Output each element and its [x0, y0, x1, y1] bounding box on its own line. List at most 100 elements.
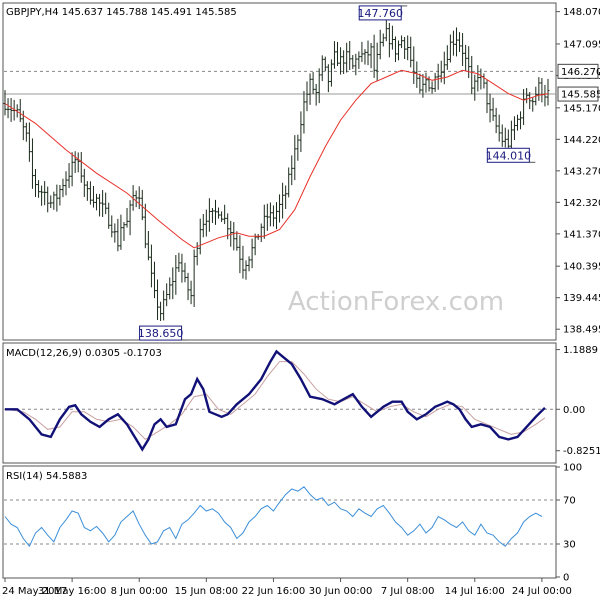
price-annotation: 138.650	[138, 325, 188, 341]
ohlc-bar	[250, 238, 254, 269]
ohlc-bar	[430, 81, 434, 94]
ohlc-bar	[543, 84, 547, 107]
price-reference-lines	[4, 70, 556, 95]
ohlc-bar	[98, 193, 102, 217]
ohlc-bar	[107, 202, 111, 229]
ohlc-bar	[229, 220, 233, 247]
annotation-box	[486, 147, 530, 163]
time-tick-label: 24 Jul 00:00	[512, 586, 572, 597]
ohlc-bar	[27, 122, 31, 162]
ohlc-bar	[6, 98, 10, 119]
ohlc-bar	[412, 46, 416, 84]
ohlc-bar	[378, 29, 382, 60]
ohlc-bar	[329, 59, 333, 87]
ohlc-bar	[58, 184, 62, 206]
macd-axis-ticks: 1.1889 0.00 -0.8251	[556, 345, 600, 457]
ohlc-bar	[201, 214, 205, 238]
time-tick-label: 30 Jun 00:00	[309, 586, 373, 597]
ohlc-bar	[488, 93, 492, 123]
ohlc-bar	[30, 138, 34, 189]
macd-header: MACD(12,26,9) 0.0305 -0.1703	[6, 348, 162, 359]
ohlc-bar	[146, 230, 150, 261]
ohlc-bar	[61, 178, 65, 198]
time-tick-label: 14 Jul 16:00	[445, 586, 505, 597]
ohlc-bar	[320, 55, 324, 82]
ohlc-bar	[235, 231, 239, 251]
ohlc-bar	[232, 222, 236, 251]
ohlc-bar	[241, 245, 245, 279]
ohlc-bar	[433, 72, 437, 92]
ohlc-bar	[110, 215, 114, 238]
rsi-tick-label: 100	[563, 463, 582, 474]
ohlc-bar	[418, 73, 422, 94]
price-tag: 146.270	[557, 63, 600, 79]
ohlc-bar	[287, 167, 291, 198]
ohlc-bar	[91, 185, 95, 208]
ohlc-bar	[165, 283, 169, 307]
ohlc-bar	[204, 209, 208, 237]
ohlc-bar	[522, 89, 526, 126]
ohlc-bar	[262, 204, 266, 239]
ohlc-bar	[345, 42, 349, 73]
ohlc-bar	[308, 73, 312, 105]
ohlc-bar	[381, 33, 385, 47]
ohlc-bar	[519, 111, 523, 130]
price-tick-label: 140.395	[563, 262, 600, 273]
ohlc-bar	[137, 186, 141, 210]
ohlc-bar	[537, 77, 541, 101]
ohlc-bar	[424, 72, 428, 93]
ohlc-bar	[363, 49, 367, 65]
ohlc-bar	[37, 180, 41, 198]
ohlc-bar	[494, 107, 498, 134]
macd-tick-label: 1.1889	[563, 345, 598, 356]
ohlc-bar	[217, 207, 221, 219]
ohlc-bar	[156, 279, 160, 320]
ohlc-bar	[177, 252, 181, 273]
ohlc-bar	[372, 34, 376, 78]
ohlc-bar	[125, 207, 129, 228]
ohlc-bar	[311, 72, 315, 95]
ohlc-bar	[284, 185, 288, 209]
ohlc-bar	[113, 223, 117, 243]
ohlc-bar	[540, 77, 544, 103]
price-annotations: 147.760 144.010 138.650	[138, 5, 536, 341]
ohlc-bar	[119, 214, 123, 250]
ohlc-bar	[76, 152, 80, 173]
ohlc-bar	[55, 184, 59, 212]
rsi-reference-lines	[4, 499, 556, 545]
ohlc-bar	[296, 134, 300, 161]
price-tick-label: 144.220	[563, 135, 600, 146]
ohlc-bar	[244, 260, 248, 280]
ohlc-bar	[299, 111, 303, 153]
rsi-line	[4, 486, 543, 548]
ohlc-bar	[528, 92, 532, 110]
ohlc-bar	[397, 40, 401, 61]
price-tick-label: 138.495	[563, 325, 600, 336]
price-bars	[3, 14, 550, 321]
rsi-header: RSI(14) 54.5883	[6, 471, 87, 482]
ohlc-bar	[485, 80, 489, 114]
ohlc-bar	[409, 36, 413, 68]
ohlc-bar	[509, 120, 513, 153]
ohlc-bar	[79, 151, 83, 183]
price-tick-label: 141.370	[563, 229, 600, 240]
ohlc-bar	[40, 185, 44, 206]
ohlc-bar	[174, 255, 178, 295]
ohlc-bar	[439, 60, 443, 83]
ohlc-bar	[470, 55, 474, 95]
rsi-tick-label: 30	[563, 540, 576, 551]
ohlc-bar	[448, 34, 452, 63]
ohlc-bar	[302, 91, 306, 134]
ohlc-bar	[354, 53, 358, 76]
ohlc-bar	[421, 74, 425, 98]
ohlc-bar	[152, 261, 156, 299]
ohlc-bar	[271, 205, 275, 227]
price-tick-label: 148.070	[563, 7, 600, 18]
annotation-box	[358, 5, 402, 21]
ohlc-bar	[247, 256, 251, 272]
time-tick-label: 8 Jun 00:00	[111, 586, 168, 597]
moving-average-line	[4, 69, 549, 249]
price-tag-label: 146.270	[561, 67, 600, 78]
ohlc-bar	[34, 169, 38, 197]
